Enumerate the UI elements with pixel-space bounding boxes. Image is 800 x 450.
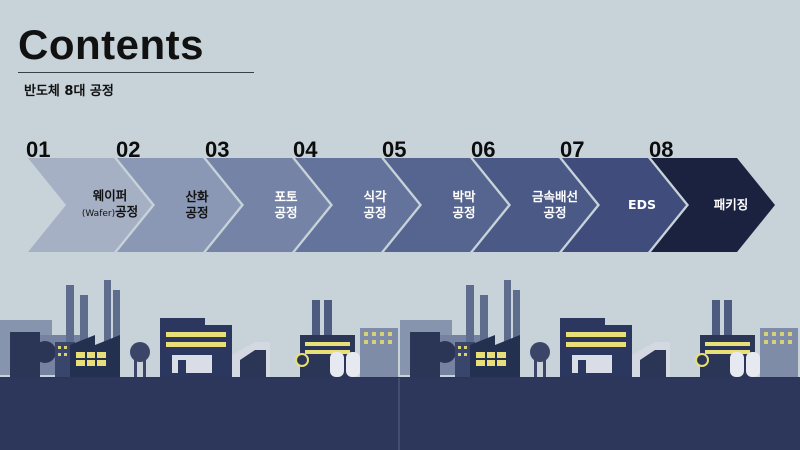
step-05-line1: 박막	[452, 189, 476, 204]
step-01-line2: (Wafer)공정	[82, 204, 138, 222]
step-number-03: 03	[205, 137, 230, 162]
chevron-step-06	[473, 158, 597, 252]
step-label-08: 패키징	[691, 182, 771, 228]
step-number-08: 08	[649, 137, 674, 162]
step-number-07: 07	[560, 137, 585, 162]
step-number-01: 01	[26, 137, 51, 162]
step-label-02: 산화 공정	[157, 182, 237, 228]
chevron-step-04	[295, 158, 419, 252]
step-03-line2: 공정	[274, 205, 298, 220]
step-01-line1: 웨이퍼	[92, 188, 128, 203]
title-underline	[18, 72, 254, 73]
step-label-03: 포토 공정	[246, 182, 326, 228]
step-number-04: 04	[293, 137, 318, 162]
chevron-step-08	[651, 158, 775, 252]
process-chevrons	[28, 158, 775, 252]
step-label-04: 식각 공정	[335, 182, 415, 228]
step-05-line2: 공정	[452, 205, 476, 220]
chevron-step-07	[562, 158, 686, 252]
step-label-05: 박막 공정	[424, 182, 504, 228]
chevron-step-05	[384, 158, 508, 252]
step-01-line2-text: 공정	[115, 204, 139, 219]
step-number-02: 02	[116, 137, 141, 162]
step-02-line1: 산화	[185, 189, 209, 204]
chevron-step-02	[117, 158, 241, 252]
step-07-line1: EDS	[628, 197, 656, 212]
step-08-line1: 패키징	[713, 197, 749, 212]
factory-skyline-illustration	[0, 280, 800, 450]
step-04-line2: 공정	[363, 205, 387, 220]
page-subtitle: 반도체 8대 공정	[24, 84, 114, 99]
step-01-small: (Wafer)	[81, 209, 116, 219]
chevron-step-01	[28, 158, 152, 252]
step-06-line1: 금속배선	[531, 189, 578, 204]
step-number-06: 06	[471, 137, 496, 162]
step-number-05: 05	[382, 137, 407, 162]
step-label-01: 웨이퍼 (Wafer)공정	[70, 182, 150, 228]
step-label-07: EDS	[602, 182, 682, 228]
step-03-line1: 포토	[274, 189, 298, 204]
step-label-06: 금속배선 공정	[513, 182, 597, 228]
chevron-step-03	[206, 158, 330, 252]
step-06-line2: 공정	[543, 205, 567, 220]
step-04-line1: 식각	[363, 189, 387, 204]
page-title: Contents	[18, 21, 204, 68]
step-02-line2: 공정	[185, 205, 209, 220]
